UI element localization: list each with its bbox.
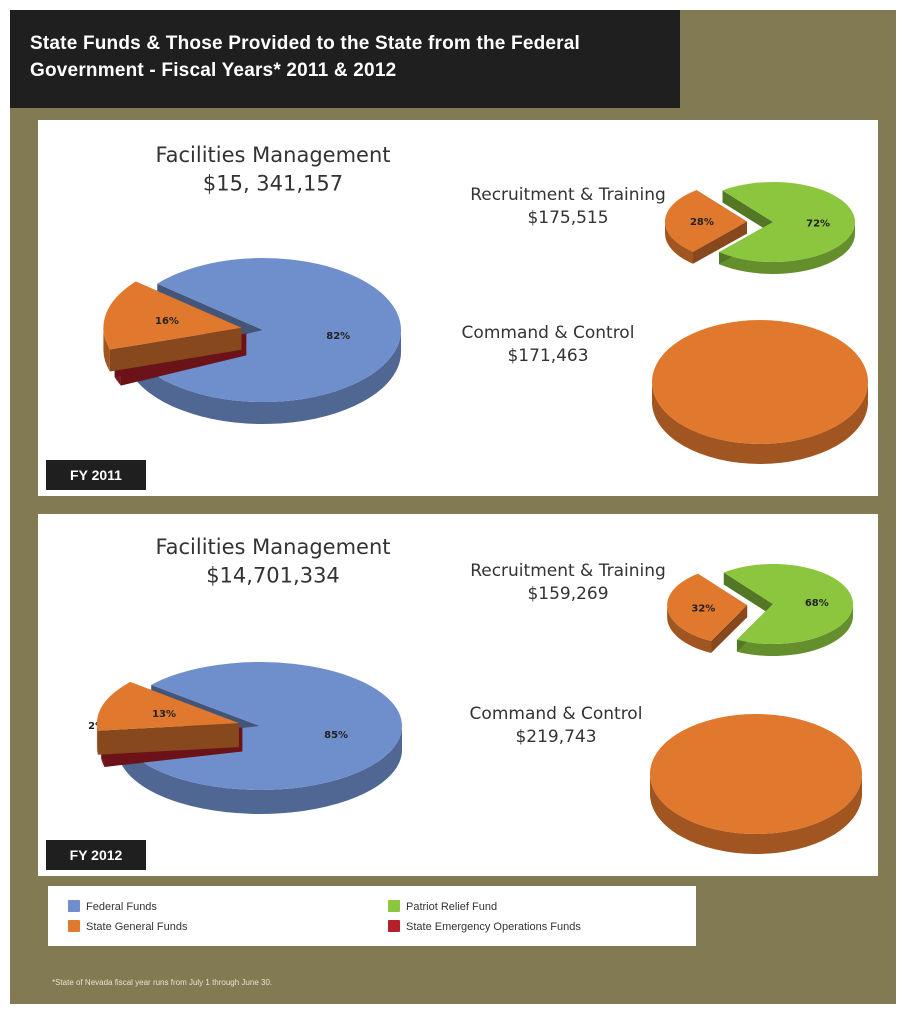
legend-label: State Emergency Operations Funds [406,921,581,933]
pie-chart-fy-2012-facilities-management: Facilities Management $14,701,334 85% 2% 13% [88,535,402,814]
pie-slice-label: 68% [805,598,829,609]
pie-chart-fy-2011-recruitment-training: Recruitment & Training $175,515 72% 28% [470,182,855,274]
pie-chart-fy-2011-command-control: Command & Control $171,463 [462,320,868,464]
pie-slice-state-general-funds: 16% [103,281,242,372]
pie-slice-state-general-funds [650,714,862,854]
chart-title: Recruitment & Training [470,185,666,205]
legend-item-federal-funds: Federal Funds [68,900,157,913]
panel-fy-2011: Facilities Management$15, 341,15782%2%16… [38,120,878,496]
pie-chart-fy-2011-facilities-management: Facilities Management$15, 341,15782%2%16… [103,143,401,425]
pie-slice-label: 82% [326,331,350,342]
chart-title: Facilities Management [155,143,390,167]
pie-slice-label: 28% [690,217,714,228]
chart-subtitle: $159,269 [527,584,608,604]
pie-slice-label: 32% [691,603,715,614]
chart-title: Command & Control [470,704,643,724]
pie-slice-patriot-relief-fund: 68% [723,564,854,656]
fy-2012-badge: FY 2012 [46,840,146,870]
pie-chart-fy-2012-recruitment-training: Recruitment & Training $159,269 68% 32% [470,561,854,656]
legend-item-state-general-funds: State General Funds [68,920,188,933]
chart-subtitle: $175,515 [527,208,608,228]
title-box: State Funds & Those Provided to the Stat… [10,10,680,108]
legend-item-patriot-relief-fund: Patriot Relief Fund [388,900,497,913]
pie-slice-state-general-funds: 28% [665,190,748,264]
chart-title: Command & Control [462,323,635,343]
legend: Federal Funds State General Funds Patrio… [48,886,696,946]
chart-subtitle: $15, 341,157 [203,171,343,195]
pie-slice-label: 85% [324,730,348,741]
legend-label: Patriot Relief Fund [406,901,498,913]
pie-chart-fy-2012-command-control: Command & Control $219,743 [470,704,862,854]
legend-label: Federal Funds [86,901,157,913]
pie-slice-state-general-funds: 32% [667,573,748,653]
fy-2011-badge: FY 2011 [46,460,146,490]
pie-slice-label: 72% [806,219,830,230]
chart-subtitle: $14,701,334 [206,563,340,587]
charts-fy-2011: Facilities Management$15, 341,15782%2%16… [103,143,868,464]
chart-title: Recruitment & Training [470,561,666,581]
page-title: State Funds & Those Provided to the Stat… [30,33,581,81]
legend-label: State General Funds [86,921,188,933]
panel-fy-2012: Facilities Management $14,701,334 85% 2% 13%… [38,514,878,876]
chart-subtitle: $171,463 [507,346,588,366]
legend-swatch [68,900,80,912]
pie-slice-state-general-funds: 13% [96,682,239,755]
pie-slice-label: 2% [88,721,105,732]
legend-swatch [388,920,400,932]
charts-fy-2012: Facilities Management $14,701,334 85% 2% 13%… [88,535,862,854]
pie-slice-label: 13% [152,709,176,720]
pie-slice-state-general-funds [652,320,868,464]
legend-swatch [388,900,400,912]
pie-slice-label: 16% [155,316,179,327]
footnote: *State of Nevada fiscal year runs from J… [52,978,273,987]
legend-item-state-emergency-operations-funds: State Emergency Operations Funds [388,920,581,933]
chart-subtitle: $219,743 [515,727,596,747]
legend-swatch [68,920,80,932]
pie-slice-patriot-relief-fund: 72% [718,182,855,274]
chart-title: Facilities Management [155,535,390,559]
